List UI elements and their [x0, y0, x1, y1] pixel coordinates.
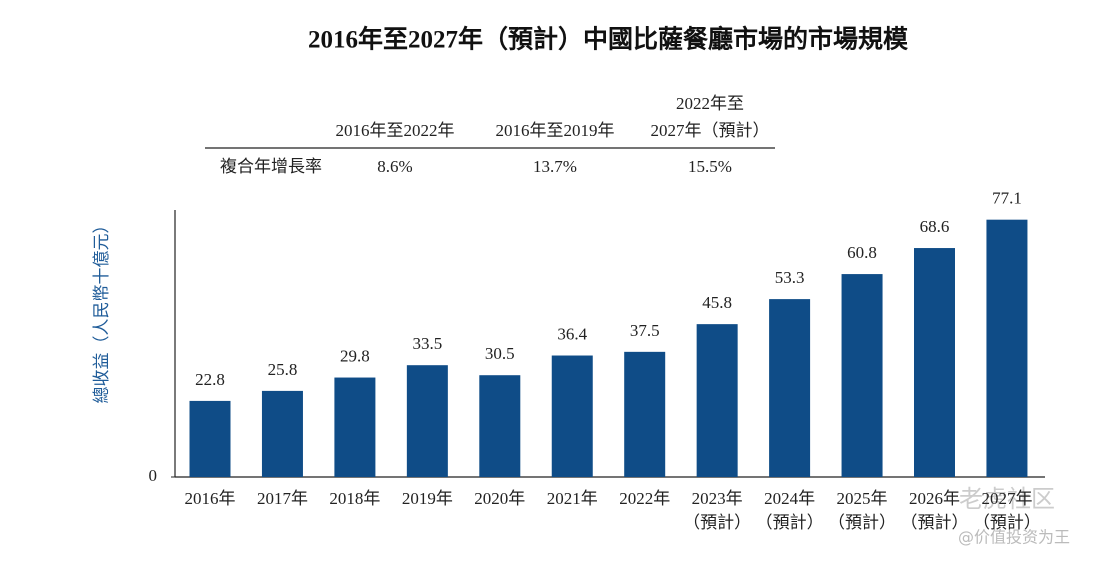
bar [914, 248, 955, 477]
bar [624, 351, 666, 477]
y-tick-label: 0 [149, 466, 158, 485]
x-tick-label: 2027年 （預計） [972, 489, 1041, 532]
table-header: 2016年至2022年 [335, 121, 455, 140]
value-label: 33.5 [412, 334, 442, 353]
bar [551, 355, 593, 477]
table-cell: 8.6% [377, 157, 413, 176]
bar [986, 219, 1028, 477]
bar [189, 400, 231, 477]
value-label: 30.5 [485, 344, 515, 363]
value-label: 77.1 [992, 189, 1022, 208]
x-tick-label: 2016年 [184, 489, 236, 508]
table-cell: 15.5% [688, 157, 732, 176]
bar [406, 365, 448, 477]
x-tick-label: 2026年 （預計） [900, 489, 969, 532]
x-tick-label: 2019年 [401, 489, 453, 508]
bar [696, 324, 738, 477]
table-row-label: 複合年增長率 [220, 157, 322, 176]
bar [841, 274, 883, 477]
value-label: 36.4 [557, 324, 587, 343]
bar [769, 299, 811, 477]
x-tick-label: 2017年 [256, 489, 308, 508]
value-label: 25.8 [268, 360, 298, 379]
bar [479, 375, 521, 477]
bar [261, 390, 303, 477]
watermark: 老虎社区 [959, 485, 1055, 513]
chart-title: 2016年至2027年（預計）中國比薩餐廳市場的市場規模 [308, 25, 909, 54]
watermark: @价值投资为王 [958, 528, 1070, 547]
value-label: 29.8 [340, 346, 370, 365]
x-tick-label: 2025年 （預計） [828, 489, 897, 532]
value-label: 53.3 [775, 268, 805, 287]
value-label: 37.5 [630, 321, 660, 340]
x-tick-label: 2021年 [546, 489, 598, 508]
bar [334, 377, 376, 477]
x-tick-label: 2023年 （預計） [683, 489, 752, 532]
x-tick-label: 2024年 （預計） [755, 489, 824, 532]
value-label: 45.8 [702, 293, 732, 312]
value-label: 60.8 [847, 243, 877, 262]
value-label: 22.8 [195, 370, 225, 389]
x-tick-label: 2022年 [619, 489, 671, 508]
value-label: 68.6 [920, 217, 950, 236]
table-header: 2022年至 2027年（預計） [650, 94, 770, 140]
x-tick-label: 2020年 [474, 489, 526, 508]
table-cell: 13.7% [533, 157, 577, 176]
y-axis-label: 總收益（人民幣十億元） [92, 217, 111, 404]
x-tick-label: 2018年 [329, 489, 381, 508]
table-header: 2016年至2019年 [495, 121, 615, 140]
